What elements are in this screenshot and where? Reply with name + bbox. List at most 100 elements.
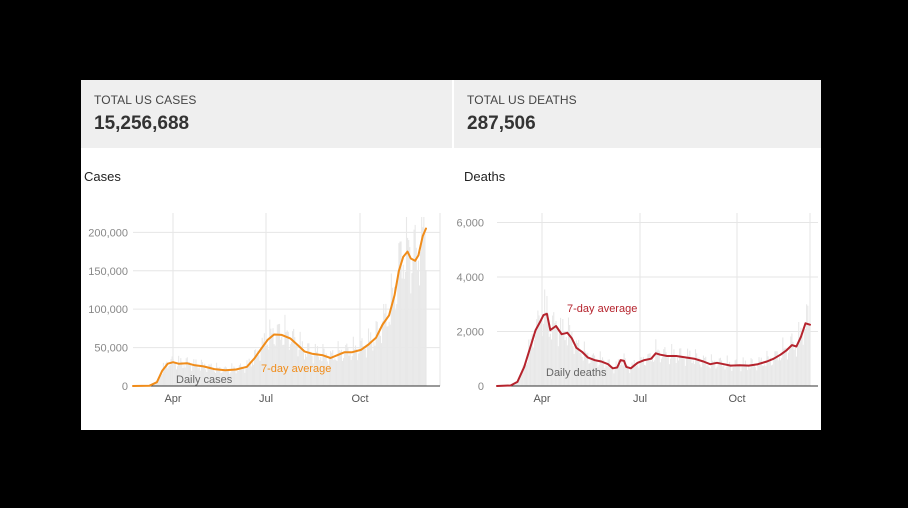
daily-bar <box>717 362 719 386</box>
daily-bar <box>167 368 169 386</box>
daily-bar <box>373 341 375 386</box>
daily-bar <box>161 373 163 386</box>
daily-bar <box>803 329 805 386</box>
daily-bar <box>424 232 426 386</box>
daily-bar <box>550 339 553 386</box>
daily-bar <box>801 334 803 386</box>
daily-bar <box>179 362 181 386</box>
daily-bar <box>220 373 222 386</box>
daily-bar <box>781 358 783 386</box>
daily-bar <box>264 346 266 386</box>
daily-bar <box>277 324 280 386</box>
daily-bar <box>258 355 260 386</box>
panel-divider <box>452 80 454 148</box>
daily-bar <box>382 321 384 386</box>
daily-bar <box>263 333 265 386</box>
daily-bar <box>784 347 786 386</box>
daily-bar <box>325 353 327 386</box>
daily-bar <box>680 348 682 386</box>
daily-bar <box>541 336 543 386</box>
daily-bar <box>383 304 385 386</box>
daily-bar <box>665 352 667 386</box>
daily-bar <box>588 363 590 386</box>
daily-bar <box>635 366 638 386</box>
daily-bar <box>666 357 668 386</box>
daily-bar <box>562 318 564 386</box>
daily-bar <box>631 362 633 386</box>
daily-bar <box>672 354 674 386</box>
daily-bar <box>166 361 168 386</box>
daily-bar <box>653 361 655 386</box>
daily-bar <box>743 364 745 386</box>
daily-bar <box>777 360 779 386</box>
daily-bar <box>673 349 675 386</box>
daily-bar <box>596 360 598 386</box>
daily-bar <box>535 335 537 386</box>
daily-bar <box>337 341 339 386</box>
daily-bar <box>249 362 251 386</box>
daily-bar <box>586 353 588 386</box>
daily-bar <box>222 370 224 386</box>
daily-bar <box>713 361 715 386</box>
daily-bar <box>659 362 661 386</box>
daily-bar <box>396 304 398 386</box>
daily-bar <box>751 359 753 386</box>
daily-bar <box>740 371 742 386</box>
daily-bar <box>745 366 748 386</box>
daily-bar <box>252 364 255 386</box>
daily-bar <box>389 324 391 386</box>
daily-bar <box>728 361 731 386</box>
daily-bar <box>600 360 602 386</box>
daily-bar <box>571 331 573 386</box>
daily-bar <box>757 363 759 386</box>
daily-bar <box>759 360 761 386</box>
daily-bar <box>174 362 176 386</box>
daily-bar <box>209 365 211 386</box>
x-tick-label: Apr <box>164 393 181 405</box>
daily-bar <box>390 273 392 386</box>
covid-summary-card: TOTAL US CASES 15,256,688 Cases 0 50,000 1… <box>81 80 821 430</box>
daily-bar <box>205 369 207 386</box>
daily-bar <box>185 358 187 386</box>
daily-bar <box>335 359 337 386</box>
daily-bar <box>156 381 158 386</box>
daily-bar <box>332 350 334 386</box>
daily-bar <box>231 363 233 386</box>
x-tick-label: Jul <box>633 393 647 405</box>
daily-bar <box>318 356 320 386</box>
daily-bar <box>184 367 186 386</box>
daily-bar <box>621 361 623 386</box>
daily-bar <box>366 345 368 386</box>
daily-bar <box>305 353 307 386</box>
daily-bar <box>217 367 219 386</box>
x-tick-label: Oct <box>728 393 745 405</box>
daily-bar <box>590 359 592 386</box>
daily-bar <box>730 364 732 386</box>
total-cases-label: TOTAL US CASES <box>94 93 197 107</box>
daily-bar <box>578 339 580 386</box>
daily-bar <box>226 370 229 386</box>
daily-bar <box>194 363 196 386</box>
daily-bar <box>592 353 594 386</box>
daily-bar <box>683 359 685 386</box>
daily-bar <box>558 332 560 386</box>
daily-bar <box>643 364 646 386</box>
daily-bar <box>365 357 367 386</box>
daily-bar <box>363 348 365 386</box>
daily-bar <box>234 367 236 386</box>
daily-bar <box>398 243 400 386</box>
seven-day-average-line <box>132 227 427 387</box>
cases-chart: 0 50,000 100,000 150,000 200,000 Apr Jul Oct Dai… <box>88 213 441 405</box>
daily-bar <box>565 337 567 386</box>
daily-bar <box>362 346 364 386</box>
daily-bar <box>657 349 659 386</box>
daily-bar <box>521 369 523 386</box>
daily-bar <box>514 382 516 386</box>
daily-bar <box>413 229 415 386</box>
daily-bar <box>625 366 627 386</box>
daily-bar <box>211 369 213 386</box>
daily-bar <box>188 362 191 386</box>
daily-bar <box>271 333 273 386</box>
daily-bar <box>311 355 313 386</box>
daily-bar <box>639 352 641 386</box>
